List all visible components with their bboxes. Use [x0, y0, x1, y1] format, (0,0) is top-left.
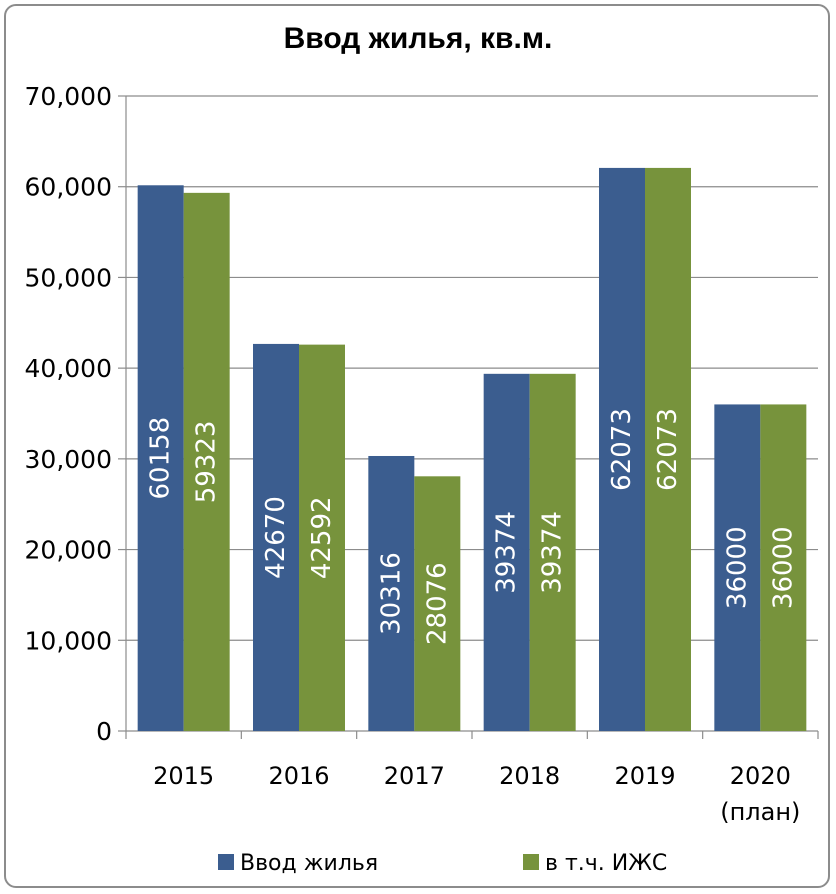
- x-tick-label: 2020: [730, 762, 791, 790]
- x-tick-label: 2019: [614, 762, 675, 790]
- bar: [183, 192, 230, 731]
- axes: 0 10,000 20,000 30,000 40,000 50,000 60,000 70,…: [25, 82, 819, 826]
- data-labels: 60158 59323 42670 42592 30316 28076 39374 39374…: [146, 408, 799, 645]
- bar: [645, 167, 691, 732]
- y-tick-label: 60,000: [25, 173, 112, 202]
- y-tick-label: 20,000: [25, 536, 112, 565]
- bar-value-label: 30316: [376, 552, 406, 635]
- x-tick-label: 2017: [384, 762, 445, 790]
- bar: [760, 404, 807, 731]
- legend-swatch: [218, 854, 234, 870]
- chart-title: Ввод жилья, кв.м.: [284, 22, 553, 55]
- bar-value-label: 39374: [492, 511, 522, 594]
- x-tick-label: 2016: [268, 762, 329, 790]
- legend: Ввод жилья в т.ч. ИЖС: [218, 851, 667, 876]
- bar-value-label: 42592: [307, 496, 337, 579]
- bar: [483, 373, 530, 731]
- x-tick-label: 2015: [153, 762, 214, 790]
- y-tick-label: 40,000: [25, 354, 112, 383]
- x-tick-label: (план): [720, 798, 800, 826]
- bar: [137, 185, 184, 731]
- y-tick-label: 0: [96, 717, 112, 746]
- y-tick-label: 50,000: [25, 263, 112, 292]
- bar: [599, 167, 645, 732]
- bar: [368, 455, 415, 731]
- bars: [137, 167, 807, 732]
- bar-value-label: 59323: [192, 421, 222, 504]
- legend-swatch: [523, 854, 539, 870]
- bar: [253, 343, 299, 731]
- bar: [299, 344, 345, 731]
- bar-value-label: 62073: [607, 408, 637, 491]
- x-tick-label: 2018: [499, 762, 560, 790]
- legend-label: Ввод жилья: [240, 851, 378, 876]
- bar-value-label: 60158: [146, 417, 176, 500]
- bar: [414, 476, 461, 731]
- bar-value-label: 28076: [422, 562, 452, 645]
- bar: [714, 404, 761, 731]
- legend-label: в т.ч. ИЖС: [545, 851, 667, 876]
- gridlines: [126, 95, 818, 641]
- bar-value-label: 42670: [261, 496, 291, 579]
- y-tick-label: 10,000: [25, 626, 112, 655]
- y-tick-label: 70,000: [25, 82, 112, 111]
- y-tick-label: 30,000: [25, 445, 112, 474]
- bar-value-label: 62073: [653, 408, 683, 491]
- bar-value-label: 36000: [768, 526, 798, 609]
- bar-value-label: 36000: [722, 526, 752, 609]
- bar-value-label: 39374: [538, 511, 568, 594]
- bar: [529, 373, 576, 731]
